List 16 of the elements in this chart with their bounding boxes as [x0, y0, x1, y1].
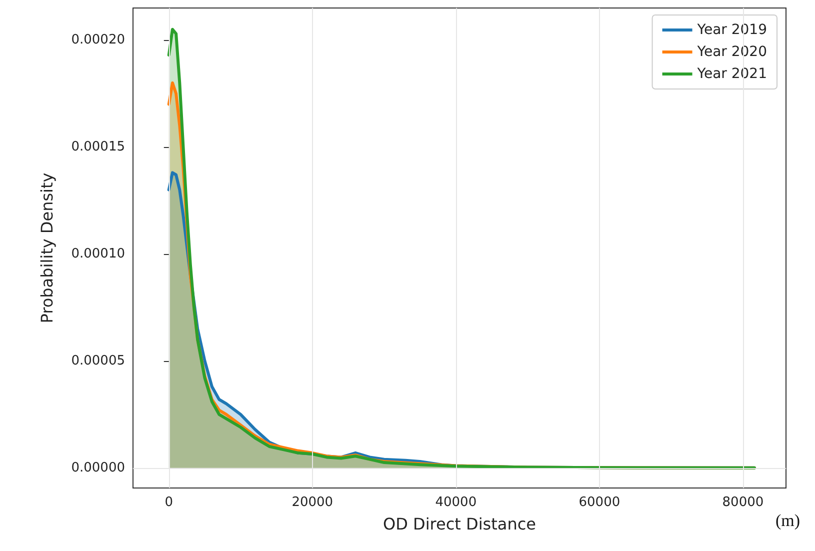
x-tick-label: 20000 [292, 495, 334, 510]
legend-label: Year 2019 [696, 22, 768, 38]
x-tick-label: 0 [164, 495, 174, 510]
legend-label: Year 2021 [696, 66, 768, 82]
y-tick-label: 0.00000 [71, 460, 125, 476]
x-tick-label: 80000 [722, 495, 764, 510]
legend-label: Year 2020 [696, 44, 768, 60]
text: (m) [775, 511, 800, 530]
y-tick-label: 0.00005 [71, 353, 125, 368]
y-axis-title: Probability Density [38, 172, 56, 324]
x-tick-label: 60000 [578, 495, 620, 510]
y-tick-label: 0.00015 [71, 140, 125, 155]
y-tick-label: 0.00020 [71, 32, 125, 48]
x-axis-title: OD Direct Distance [383, 514, 536, 534]
x-tick-label: 40000 [435, 495, 477, 510]
y-tick-label: 0.00010 [71, 246, 125, 262]
